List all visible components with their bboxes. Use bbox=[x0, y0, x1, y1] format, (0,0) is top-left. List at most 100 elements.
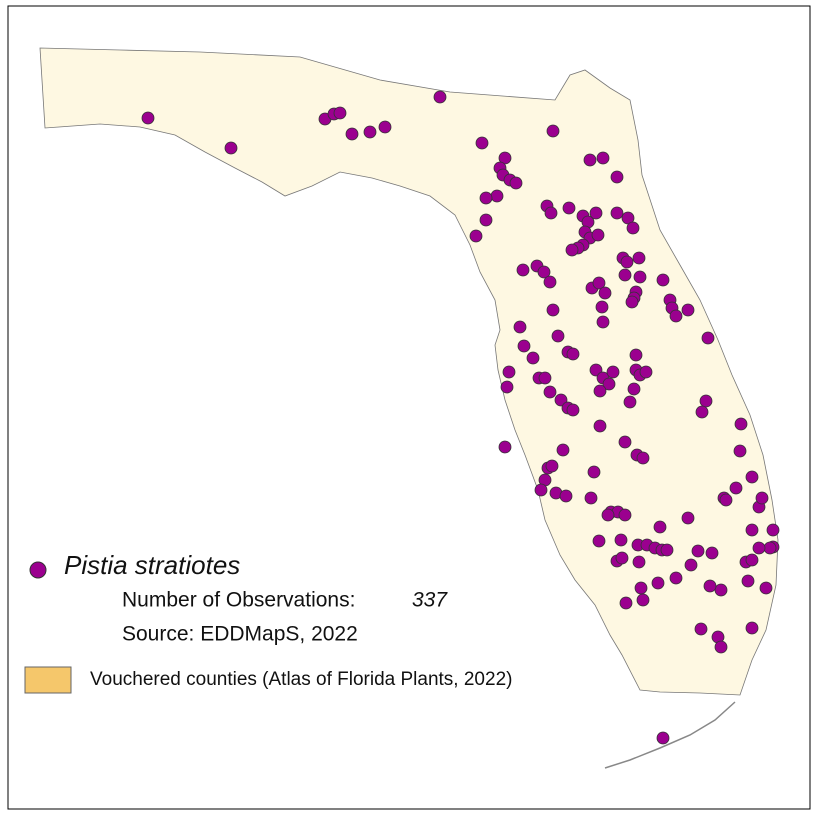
observation-dot bbox=[592, 276, 606, 290]
observation-dot bbox=[703, 579, 717, 593]
observations-label: Number of Observations: bbox=[122, 589, 355, 612]
observation-dot bbox=[618, 508, 632, 522]
observation-dot bbox=[660, 543, 674, 557]
observation-dot bbox=[619, 596, 633, 610]
observation-dot bbox=[623, 395, 637, 409]
observation-dot bbox=[733, 444, 747, 458]
observation-dot bbox=[602, 377, 616, 391]
observation-dot bbox=[554, 393, 568, 407]
observation-dot bbox=[627, 382, 641, 396]
observation-dot bbox=[734, 417, 748, 431]
observation-dot bbox=[636, 593, 650, 607]
observation-dot bbox=[681, 303, 695, 317]
observation-dot bbox=[469, 229, 483, 243]
observation-dot bbox=[633, 270, 647, 284]
observation-dot bbox=[669, 309, 683, 323]
observation-dot bbox=[516, 263, 530, 277]
observation-dot bbox=[584, 491, 598, 505]
observation-dot bbox=[626, 221, 640, 235]
observation-dot bbox=[615, 551, 629, 565]
observation-dot bbox=[763, 541, 777, 555]
observation-dot bbox=[601, 508, 615, 522]
vouchered-swatch bbox=[24, 666, 72, 694]
observation-dot bbox=[479, 213, 493, 227]
observation-dot bbox=[596, 151, 610, 165]
observation-dot bbox=[606, 365, 620, 379]
species-name: Pistia stratiotes bbox=[64, 550, 240, 580]
vouchered-label: Vouchered counties (Atlas of Florida Pla… bbox=[90, 669, 512, 690]
observation-dot bbox=[500, 380, 514, 394]
observation-dot bbox=[378, 120, 392, 134]
observation-dot bbox=[745, 553, 759, 567]
observation-dot bbox=[610, 170, 624, 184]
source: Source: EDDMapS, 2022 bbox=[122, 623, 358, 646]
observation-dot bbox=[656, 731, 670, 745]
observation-dot bbox=[614, 533, 628, 547]
observation-dot bbox=[545, 459, 559, 473]
observation-dot bbox=[701, 331, 715, 345]
observation-dot bbox=[694, 622, 708, 636]
observation-dot bbox=[651, 576, 665, 590]
keys bbox=[604, 701, 736, 769]
observation-dot bbox=[490, 189, 504, 203]
observation-dot bbox=[752, 541, 766, 555]
observation-dot bbox=[691, 544, 705, 558]
observation-dot bbox=[618, 268, 632, 282]
observation-dot bbox=[345, 127, 359, 141]
observation-dot bbox=[766, 523, 780, 537]
observation-dot bbox=[583, 153, 597, 167]
observation-dot bbox=[741, 574, 755, 588]
observation-dot bbox=[714, 583, 728, 597]
observation-dot bbox=[592, 534, 606, 548]
observation-dot bbox=[745, 621, 759, 635]
observation-dot bbox=[632, 555, 646, 569]
observation-dot bbox=[141, 111, 155, 125]
observation-dot bbox=[595, 300, 609, 314]
observation-dot bbox=[610, 206, 624, 220]
observation-dot bbox=[598, 286, 612, 300]
observation-points bbox=[141, 90, 780, 745]
observation-dot bbox=[538, 371, 552, 385]
observation-dot bbox=[593, 419, 607, 433]
observation-dot bbox=[714, 640, 728, 654]
observation-dot bbox=[587, 465, 601, 479]
observation-dot bbox=[559, 489, 573, 503]
observation-dot bbox=[363, 125, 377, 139]
observation-dot bbox=[333, 106, 347, 120]
observation-dot bbox=[562, 201, 576, 215]
observation-dot bbox=[669, 571, 683, 585]
observation-dot bbox=[566, 347, 580, 361]
observation-dot bbox=[729, 481, 743, 495]
observation-dot bbox=[699, 394, 713, 408]
observation-dot bbox=[517, 339, 531, 353]
observation-dot bbox=[537, 265, 551, 279]
observation-dot bbox=[618, 435, 632, 449]
observation-dot bbox=[498, 440, 512, 454]
observation-dot bbox=[681, 511, 695, 525]
observation-dot bbox=[513, 320, 527, 334]
observation-dot bbox=[755, 491, 769, 505]
observation-dot bbox=[479, 191, 493, 205]
observation-dot bbox=[546, 124, 560, 138]
observations-count: 337 bbox=[412, 589, 448, 612]
observation-dot bbox=[589, 206, 603, 220]
observation-dot bbox=[621, 211, 635, 225]
observation-dot bbox=[620, 255, 634, 269]
observation-dot bbox=[556, 443, 570, 457]
observation-dot bbox=[498, 151, 512, 165]
observation-dot bbox=[546, 303, 560, 317]
observation-dot bbox=[591, 228, 605, 242]
observation-dot bbox=[593, 384, 607, 398]
observation-dot bbox=[502, 365, 516, 379]
observation-dot bbox=[636, 451, 650, 465]
observation-dot bbox=[625, 295, 639, 309]
observation-dot bbox=[543, 275, 557, 289]
observation-dot bbox=[634, 581, 648, 595]
observation-dot bbox=[551, 329, 565, 343]
observation-dot bbox=[534, 483, 548, 497]
observation-dot bbox=[759, 581, 773, 595]
observation-dot bbox=[684, 558, 698, 572]
observation-dot bbox=[596, 315, 610, 329]
observation-dot bbox=[653, 520, 667, 534]
